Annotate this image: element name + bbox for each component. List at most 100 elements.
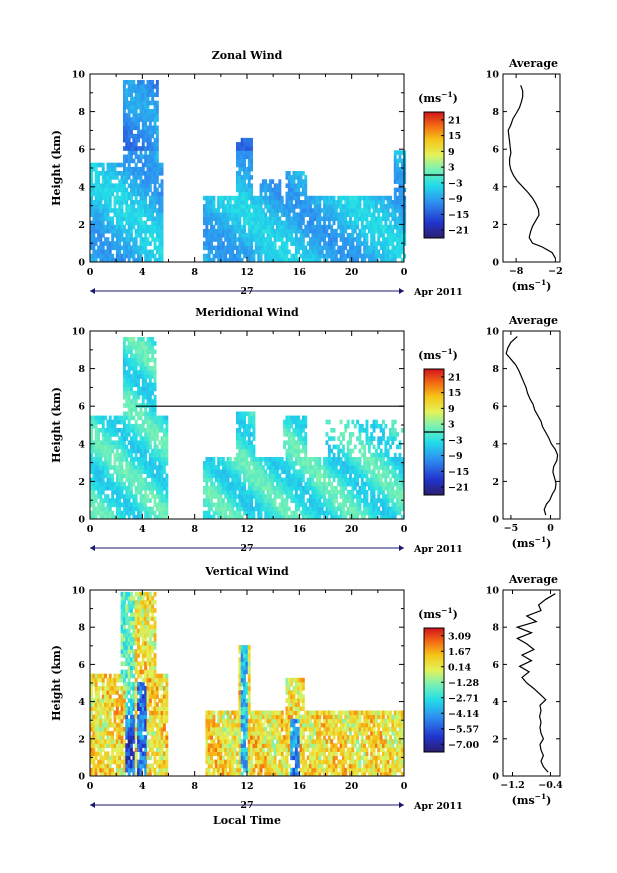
heatmap-cell	[358, 469, 362, 474]
heatmap-cell	[137, 154, 140, 160]
heatmap-cell	[254, 490, 258, 495]
heatmap-cell	[132, 394, 136, 400]
heatmap-cell	[243, 208, 246, 213]
heatmap-cell	[165, 473, 169, 479]
heatmap-cell	[276, 510, 279, 516]
heatmap-cell	[94, 212, 98, 217]
heatmap-cell	[236, 436, 239, 441]
heatmap-cell	[141, 390, 145, 396]
heatmap-cell	[160, 257, 164, 263]
heatmap-cell	[153, 241, 157, 246]
heatmap-cell	[299, 233, 303, 238]
heatmap-cell	[259, 200, 263, 205]
heatmap-cell	[287, 506, 291, 512]
heatmap-cell	[269, 216, 272, 222]
heatmap-cell	[132, 187, 136, 193]
heatmap-cell	[257, 212, 261, 217]
heatmap-cell	[294, 233, 298, 238]
heatmap-cell	[125, 494, 129, 499]
heatmap-cell	[207, 473, 211, 479]
heatmap-cell	[377, 494, 381, 499]
heatmap-cell	[375, 423, 378, 429]
heatmap-cell	[115, 208, 119, 213]
heatmap-cell	[375, 461, 378, 466]
heatmap-cell	[240, 179, 244, 184]
heatmap-cell	[276, 257, 279, 263]
heatmap-cell	[92, 759, 96, 765]
heatmap-cell	[283, 220, 286, 226]
heatmap-cell	[155, 415, 159, 421]
heatmap-cell	[120, 510, 124, 516]
heatmap-cell	[153, 179, 157, 184]
heatmap-cell	[393, 162, 397, 168]
heatmap-cell	[365, 208, 369, 213]
heatmap-cell	[367, 195, 371, 201]
heatmap-cell	[141, 423, 145, 429]
heatmap-cell	[330, 212, 334, 217]
heatmap-cell	[146, 166, 150, 172]
heatmap-cell	[384, 241, 388, 246]
heatmap-cell	[309, 237, 312, 242]
heatmap-cell	[127, 490, 131, 495]
heatmap-cell	[120, 428, 124, 433]
heatmap-cell	[148, 158, 152, 164]
heatmap-cell	[297, 224, 301, 230]
heatmap-cell	[391, 465, 395, 470]
heatmap-cell	[252, 233, 256, 238]
heatmap-cell	[396, 216, 399, 222]
heatmap-cell	[212, 494, 216, 499]
heatmap-cell	[278, 224, 282, 230]
heatmap-cell	[403, 200, 407, 205]
heatmap-cell	[108, 191, 112, 197]
heatmap-cell	[356, 510, 359, 516]
heatmap-cell	[264, 204, 268, 209]
heatmap-cell	[332, 249, 336, 255]
heatmap-cell	[372, 195, 376, 201]
heatmap-cell	[118, 183, 122, 188]
heatmap-cell	[155, 142, 159, 147]
heatmap-cell	[259, 204, 263, 209]
heatmap-cell	[92, 747, 96, 752]
heatmap-cell	[115, 448, 119, 454]
heatmap-cell	[264, 245, 268, 251]
heatmap-cell	[334, 490, 338, 495]
heatmap-cell	[306, 195, 310, 201]
heatmap-cell	[115, 452, 119, 458]
heatmap-cell	[316, 473, 319, 479]
heatmap-cell	[231, 224, 235, 230]
heatmap-cell	[257, 237, 261, 242]
heatmap-cell	[384, 253, 388, 259]
heatmap-cell	[123, 440, 126, 445]
heatmap-cell	[125, 237, 129, 242]
heatmap-cell	[144, 448, 148, 454]
heatmap-cell	[137, 200, 140, 205]
heatmap-cell	[236, 228, 239, 234]
heatmap-cell	[228, 506, 232, 512]
heatmap-cell	[393, 481, 397, 487]
heatmap-cell	[318, 253, 322, 259]
heatmap-cell	[297, 187, 301, 193]
heatmap-cell	[393, 233, 397, 238]
heatmap-cell	[316, 228, 319, 234]
heatmap-cell	[148, 440, 152, 445]
heatmap-cell	[261, 249, 265, 255]
heatmap-cell	[327, 448, 331, 454]
heatmap-cell	[134, 477, 138, 483]
heatmap-cell	[334, 444, 338, 450]
heatmap-cell	[273, 208, 277, 213]
heatmap-cell	[153, 84, 157, 89]
heatmap-cell	[358, 423, 362, 429]
heatmap-cell	[306, 224, 310, 230]
heatmap-cell	[148, 80, 152, 85]
heatmap-cell	[113, 212, 117, 217]
heatmap-cell	[111, 490, 115, 495]
heatmap-cell	[372, 452, 376, 458]
heatmap-cell	[134, 506, 138, 512]
heatmap-cell	[123, 514, 126, 520]
heatmap-cell	[252, 481, 256, 487]
heatmap-cell	[278, 502, 282, 508]
heatmap-cell	[125, 187, 129, 193]
heatmap-cell	[144, 353, 148, 359]
heatmap-cell	[339, 440, 343, 445]
heatmap-cell	[212, 237, 216, 242]
